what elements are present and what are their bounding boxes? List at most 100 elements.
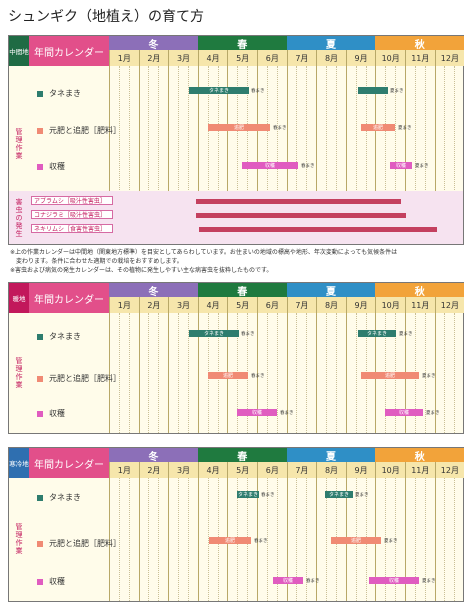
dekad-gridline [187, 478, 189, 601]
month-header-1: 1月 [109, 297, 139, 313]
task-sow-label: タネまき [49, 493, 81, 502]
month-header-2: 2月 [138, 50, 169, 66]
task-fertilizer-label: 元肥と追肥［肥料］ [49, 126, 121, 135]
dekad-gridline [444, 313, 446, 433]
dekad-gridline [158, 313, 160, 433]
fert-note-summer: 夏まき [422, 374, 436, 379]
month-gridline [257, 66, 258, 244]
dekad-gridline [395, 478, 397, 601]
dekad-gridline [444, 66, 446, 244]
dekad-gridline [296, 66, 298, 244]
month-header-9: 9月 [345, 50, 376, 66]
dekad-gridline [158, 478, 160, 601]
sow-note-summer: 夏まき [390, 89, 404, 94]
dekad-gridline [178, 478, 180, 601]
dekad-gridline [444, 478, 446, 601]
season-autumn-header: 秋 [375, 36, 465, 51]
task-harvest-label: 収穫 [49, 409, 65, 418]
season-spring-header: 春 [197, 448, 287, 463]
dekad-gridline [207, 66, 209, 244]
sow-icon [37, 495, 43, 501]
month-header-4: 4月 [197, 50, 228, 66]
dekad-gridline [266, 478, 268, 601]
dekad-gridline [424, 66, 426, 244]
dekad-gridline [247, 66, 249, 244]
sow-bar-summer [358, 87, 388, 94]
harvest-bar-spring: 収穫 [273, 577, 303, 584]
annual-calendar-label: 年間カレンダー [29, 448, 109, 478]
month-gridline [286, 66, 288, 244]
season-winter-header: 冬 [109, 448, 198, 463]
dekad-gridline [178, 66, 180, 244]
footnotes: ※上の作業カレンダーは中間地（関東地方標準）を目安としてあらわしています。お住ま… [10, 248, 397, 275]
month-gridline [345, 313, 347, 433]
harvest-note-spring: 春まき [306, 579, 320, 584]
task-fertilizer-label: 元肥と追肥［肥料］ [49, 539, 121, 548]
region-label: 暖地 [9, 283, 29, 313]
month-gridline [197, 66, 199, 244]
season-spring-header: 春 [197, 36, 287, 51]
sow-bar-summer: タネまき [325, 491, 353, 498]
sow-bar-spring: タネまき [237, 491, 259, 498]
pest-whitefly: コナジラミ［吸汁性害虫］ [31, 210, 113, 219]
month-gridline [109, 66, 110, 244]
fert-note-spring: 春まき [254, 539, 268, 544]
region-label: 寒冷地 [9, 448, 29, 478]
harvest-bar-summer: 収穫 [369, 577, 419, 584]
dekad-gridline [187, 66, 189, 244]
dekad-gridline [335, 313, 337, 433]
fert-bar-spring: 追肥 [208, 372, 248, 379]
dekad-gridline [276, 478, 278, 601]
sow-note-summer: 夏まき [399, 332, 413, 337]
sow-note-spring: 春まき [261, 493, 275, 498]
fert-note-spring: 春まき [251, 374, 265, 379]
dekad-gridline [296, 313, 298, 433]
dekad-gridline [335, 66, 337, 244]
month-gridline [286, 478, 288, 601]
month-gridline [434, 478, 436, 601]
month-header-4: 4月 [197, 462, 228, 478]
month-header-12: 12月 [434, 50, 465, 66]
season-winter-header: 冬 [109, 36, 198, 51]
month-gridline [138, 313, 140, 433]
month-header-3: 3月 [168, 50, 198, 66]
month-header-8: 8月 [316, 297, 346, 313]
harvest-bar-summer: 収穫 [385, 409, 423, 416]
dekad-gridline [326, 478, 328, 601]
dekad-gridline [276, 313, 278, 433]
month-header-8: 8月 [316, 50, 346, 66]
season-summer-header: 夏 [286, 283, 376, 298]
fertilizer-icon [37, 541, 43, 547]
month-header-12: 12月 [434, 297, 465, 313]
dekad-gridline [148, 313, 150, 433]
dekad-gridline [454, 478, 456, 601]
dekad-gridline [118, 66, 120, 244]
month-header-10: 10月 [375, 462, 405, 478]
sow-bar-spring: タネまき [189, 87, 249, 94]
dekad-gridline [266, 66, 268, 244]
harvest-note-summer: 夏まき [426, 411, 440, 416]
dekad-gridline [306, 478, 308, 601]
pest-section-label: 害虫の発生 [15, 197, 23, 238]
dekad-gridline [424, 313, 426, 433]
dekad-gridline [414, 478, 416, 601]
month-gridline [168, 313, 170, 433]
month-gridline [405, 66, 406, 244]
dekad-gridline [187, 313, 189, 433]
pest-bar-aphid [196, 199, 401, 204]
harvest-bar-spring: 収穫 [242, 162, 298, 169]
sow-note-summer: 夏まき [355, 493, 369, 498]
month-gridline [197, 313, 199, 433]
month-gridline [286, 313, 288, 433]
dekad-gridline [365, 66, 367, 244]
month-gridline [434, 66, 436, 244]
month-header-12: 12月 [434, 462, 465, 478]
fert-bar-summer: 追肥 [361, 124, 395, 131]
task-harvest-label: 収穫 [49, 577, 65, 586]
sow-icon [37, 334, 43, 340]
dekad-gridline [128, 313, 130, 433]
dekad-gridline [355, 66, 357, 244]
month-gridline [375, 66, 377, 244]
month-header-6: 6月 [257, 50, 287, 66]
harvest-bar-spring: 収穫 [237, 409, 277, 416]
